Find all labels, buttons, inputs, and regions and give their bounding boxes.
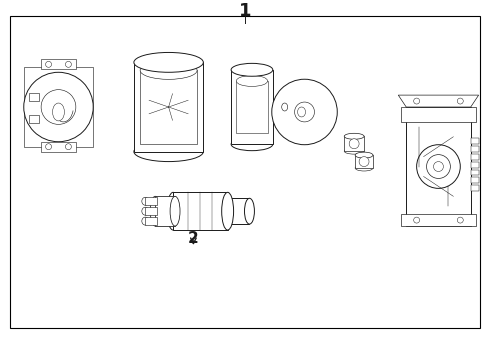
- Circle shape: [294, 102, 315, 122]
- Circle shape: [349, 139, 359, 149]
- Ellipse shape: [231, 138, 273, 151]
- Bar: [471, 146, 479, 152]
- Bar: [471, 170, 479, 175]
- Circle shape: [24, 72, 93, 142]
- Ellipse shape: [236, 76, 268, 86]
- Ellipse shape: [222, 198, 233, 224]
- Ellipse shape: [344, 133, 364, 139]
- Circle shape: [46, 61, 51, 67]
- Bar: [146, 197, 157, 205]
- Circle shape: [414, 98, 419, 104]
- Bar: [41, 59, 76, 69]
- Ellipse shape: [142, 217, 149, 225]
- Text: 1: 1: [239, 2, 251, 20]
- Ellipse shape: [355, 165, 373, 171]
- Ellipse shape: [150, 196, 160, 226]
- Bar: [140, 71, 197, 144]
- Bar: [41, 142, 76, 152]
- Ellipse shape: [142, 197, 149, 205]
- Circle shape: [457, 217, 463, 223]
- Bar: [228, 198, 249, 224]
- Text: 2: 2: [188, 231, 199, 246]
- Ellipse shape: [231, 63, 273, 76]
- Circle shape: [416, 145, 460, 188]
- Ellipse shape: [355, 152, 373, 158]
- Bar: [401, 214, 476, 226]
- Circle shape: [66, 61, 72, 67]
- Bar: [29, 115, 39, 123]
- Bar: [406, 107, 471, 226]
- Bar: [146, 217, 157, 225]
- Bar: [344, 136, 364, 151]
- Ellipse shape: [140, 62, 197, 79]
- Ellipse shape: [170, 196, 180, 226]
- Ellipse shape: [142, 207, 149, 215]
- Bar: [10, 16, 480, 328]
- Bar: [236, 81, 268, 133]
- Circle shape: [359, 157, 369, 167]
- Bar: [29, 93, 39, 101]
- Bar: [231, 70, 273, 144]
- Circle shape: [66, 144, 72, 150]
- Ellipse shape: [221, 192, 234, 230]
- Ellipse shape: [167, 192, 179, 230]
- Bar: [471, 162, 479, 167]
- Bar: [355, 155, 373, 168]
- Circle shape: [427, 155, 450, 179]
- Polygon shape: [24, 67, 93, 147]
- Circle shape: [434, 162, 443, 171]
- Bar: [134, 62, 203, 152]
- Circle shape: [272, 79, 337, 145]
- Circle shape: [41, 90, 76, 124]
- Bar: [146, 207, 157, 215]
- Bar: [173, 192, 228, 230]
- Bar: [471, 138, 479, 144]
- Ellipse shape: [245, 198, 254, 224]
- Bar: [155, 196, 175, 226]
- Ellipse shape: [134, 53, 203, 72]
- Ellipse shape: [344, 148, 364, 154]
- Ellipse shape: [134, 142, 203, 162]
- Circle shape: [46, 144, 51, 150]
- Bar: [471, 185, 479, 192]
- Circle shape: [457, 98, 463, 104]
- Bar: [471, 154, 479, 159]
- Bar: [471, 177, 479, 183]
- Ellipse shape: [52, 103, 65, 121]
- Circle shape: [414, 217, 419, 223]
- Ellipse shape: [282, 103, 288, 111]
- Polygon shape: [398, 95, 479, 107]
- Ellipse shape: [297, 107, 306, 117]
- Bar: [401, 107, 476, 122]
